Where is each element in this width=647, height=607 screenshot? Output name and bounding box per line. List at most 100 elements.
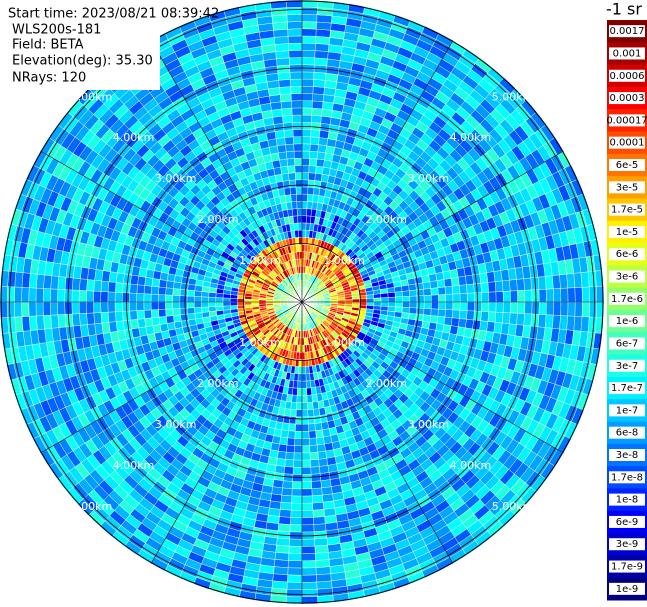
- range-gate: [510, 290, 518, 303]
- range-gate: [301, 466, 312, 475]
- range-gate: [488, 291, 497, 303]
- range-gate: [305, 366, 310, 375]
- range-gate: [416, 301, 425, 309]
- range-gate: [298, 244, 303, 252]
- range-gate: [301, 538, 316, 547]
- instrument: WLS200s-181: [12, 23, 101, 38]
- range-gate: [292, 481, 303, 490]
- range-gate: [401, 284, 410, 292]
- range-gate: [50, 275, 60, 290]
- range-gate: [286, 581, 303, 590]
- range-gate: [451, 309, 461, 319]
- range-label: 4.00km: [113, 131, 155, 144]
- range-gate: [311, 494, 324, 504]
- range-gate: [137, 318, 146, 329]
- range-gate: [286, 589, 303, 598]
- range-gate: [320, 421, 330, 431]
- range-gate: [57, 301, 66, 316]
- range-gate: [421, 274, 431, 284]
- range-gate: [298, 229, 303, 238]
- range-gate: [301, 57, 316, 66]
- range-gate: [180, 313, 189, 322]
- range-gate: [292, 122, 303, 130]
- range-gate: [291, 488, 303, 497]
- range-gate: [284, 459, 294, 468]
- range-gate: [308, 430, 317, 439]
- range-label: 3.00km: [155, 418, 197, 431]
- range-gate: [186, 301, 195, 309]
- range-gate: [366, 301, 375, 306]
- range-gate: [309, 444, 319, 454]
- range-gate: [296, 402, 303, 411]
- range-gate: [296, 208, 303, 217]
- range-gate: [459, 284, 468, 294]
- range-gate: [136, 293, 145, 303]
- range-gate: [308, 437, 318, 446]
- range-gate: [301, 229, 306, 238]
- range-gate: [289, 186, 297, 195]
- range-gate: [293, 222, 299, 231]
- range-gate: [402, 296, 411, 303]
- range-gate: [495, 301, 504, 313]
- range-gate: [438, 294, 447, 303]
- range-gate: [589, 301, 598, 318]
- range-gate: [299, 258, 303, 267]
- range-gate: [280, 165, 289, 175]
- range-gate: [581, 301, 590, 318]
- range-gate: [275, 544, 290, 554]
- range-gate: [560, 301, 569, 317]
- range-gate: [165, 315, 175, 324]
- range-gate: [566, 273, 576, 289]
- range-gate: [279, 436, 288, 446]
- range-gate: [553, 301, 562, 316]
- range-label: 1.00km: [239, 336, 281, 349]
- range-gate: [545, 288, 554, 303]
- range-gate: [79, 313, 88, 326]
- range-gate: [443, 278, 453, 288]
- range-gate: [312, 401, 320, 410]
- range-gate: [395, 301, 403, 308]
- range-gate: [282, 180, 291, 189]
- range-gate: [274, 465, 285, 474]
- range-gate: [215, 297, 224, 303]
- colorbar-label: 0.00017: [606, 115, 647, 126]
- range-gate: [516, 278, 525, 291]
- range-gate: [172, 295, 181, 303]
- range-gate: [173, 320, 183, 330]
- range-gate: [281, 487, 293, 497]
- range-gate: [301, 78, 314, 87]
- range-gate: [86, 290, 94, 303]
- range-gate: [431, 301, 439, 310]
- range-gate: [285, 444, 295, 454]
- range-gate: [193, 301, 202, 308]
- range-gate: [281, 173, 290, 182]
- range-gate: [316, 587, 334, 597]
- range-gate: [318, 137, 329, 146]
- range-gate: [317, 450, 327, 460]
- range-gate: [301, 589, 318, 598]
- range-gate: [552, 314, 561, 330]
- range-gate: [301, 21, 317, 30]
- range-gate: [320, 115, 332, 125]
- range-gate: [310, 136, 320, 145]
- range-gate: [281, 107, 293, 117]
- range-gate: [305, 380, 312, 389]
- range-gate: [587, 316, 597, 334]
- range-gate: [288, 545, 303, 554]
- range-gate: [566, 315, 576, 331]
- range-gate: [316, 573, 332, 583]
- range-gate: [297, 380, 303, 389]
- range-gate: [301, 452, 311, 461]
- range-gate: [293, 143, 303, 152]
- range-gate: [311, 394, 318, 403]
- range-gate: [567, 301, 576, 317]
- range-gate: [301, 567, 317, 576]
- range-label: 5.00km: [71, 500, 113, 513]
- range-gate: [229, 301, 238, 306]
- range-gate: [282, 480, 293, 489]
- range-gate: [312, 502, 325, 511]
- range-gate: [306, 394, 313, 403]
- range-gate: [587, 270, 597, 288]
- range-gate: [284, 136, 294, 145]
- range-gate: [502, 301, 511, 314]
